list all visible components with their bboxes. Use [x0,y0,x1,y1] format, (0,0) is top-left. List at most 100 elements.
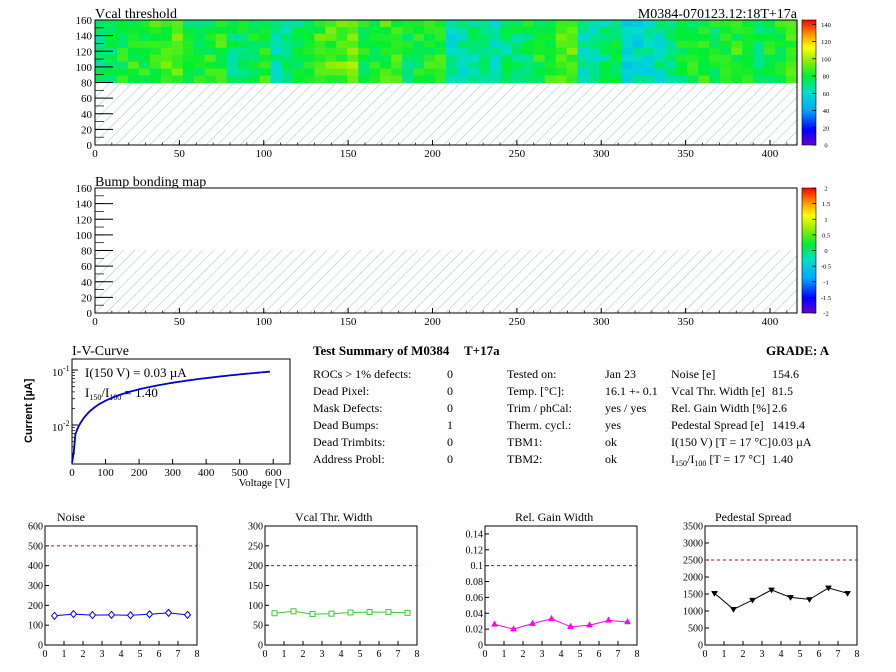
heatmap-cell [511,54,524,63]
heatmap-cell [467,47,480,56]
heatmap-cell [720,75,732,84]
heatmap-cell [566,61,579,70]
x-tick-label: 0 [92,316,98,328]
heatmap-cell [369,61,381,70]
heatmap-cell [753,33,765,42]
summary-label: Tested on: [507,367,556,381]
heatmap-cell [336,75,348,84]
heatmap-cell [314,68,326,77]
summary-label-part: 100 [694,459,706,468]
summary-value: 1.40 [772,452,793,466]
heatmap-cell [698,47,710,56]
x-tick-label: 1 [722,649,727,660]
heatmap-cell [270,47,283,56]
x-tick-label: 150 [340,316,357,328]
heatmap-cell [347,47,359,56]
heatmap-cell [511,61,524,70]
heatmap-cell [435,61,447,70]
heatmap-cell [467,26,480,35]
heatmap-cell [105,40,118,49]
heatmap-cell [665,54,677,63]
heatmap-cell [643,54,656,63]
small-chart-2: Vcal Thr. Width 0 1 2 3 4 5 6 7 8 0 50 100 150 200 250 3… [248,510,420,660]
heatmap-cell [511,26,524,35]
palette-tick-label: -0.5 [821,264,831,271]
heatmap-cell [380,61,392,70]
palette-tick-label: 1.5 [822,201,830,208]
data-point [309,611,316,618]
x-tick-label: 8 [415,649,420,660]
heatmap-cell [446,26,458,35]
summary-value: Jan 23 [605,367,636,381]
data-point [164,608,173,618]
heatmap-cell [599,33,612,42]
heatmap-cell [160,33,173,42]
heatmap-cell [149,54,162,63]
heatmap-cell [489,47,502,56]
y-tick-label: 300 [28,581,43,592]
heatmap-cell [676,54,688,63]
heatmap-cell [467,20,480,28]
heatmap-cell [588,40,601,49]
heatmap-cell [380,40,392,49]
heatmap-cell [391,20,403,28]
heatmap-cell [446,54,458,63]
heatmap-cell [138,68,151,77]
heatmap-cell [446,20,458,28]
vcal-threshold-palette: 0 20 40 60 80 100 120 140 [801,19,831,150]
heatmap-cell [764,47,776,56]
heatmap-cell [358,68,370,77]
heatmap-cell [303,33,315,42]
heatmap-cell [127,20,140,28]
y-tick-label: 100 [76,230,93,242]
heatmap-cell [588,47,601,56]
heatmap-cell [413,61,425,70]
heatmap-cell [687,61,699,70]
heatmap-cell [511,68,524,77]
data-point [825,585,832,592]
heatmap-cell [105,26,118,35]
heatmap-cell [489,20,502,28]
heatmap-cell [489,40,502,49]
small-chart-1: Noise 0 1 2 3 4 5 6 7 8 0 100 200 300 400 500 600 [28,510,200,660]
heatmap-cell [577,75,590,84]
heatmap-cell [336,54,348,63]
heatmap-cell [149,33,162,42]
heatmap-cell [511,20,524,28]
x-tick-label: 6 [597,649,602,660]
palette-tick-label: 80 [823,74,830,81]
heatmap-cell [226,26,239,35]
x-tick-label: 0 [703,649,708,660]
palette-tick-label: -1.5 [821,295,831,302]
y-tick-label: 80 [81,78,93,90]
heatmap-cell [391,47,403,56]
heatmap-cell [95,26,107,35]
heatmap-cell [182,75,195,84]
heatmap-cell [281,40,294,49]
x-tick-label: 1 [282,649,287,660]
heatmap-cell [511,33,524,42]
heatmap-cell [500,75,513,84]
heatmap-cell [632,26,645,35]
iv-title: I-V-Curve [72,344,129,359]
heatmap-cell [95,33,107,42]
heatmap-cell [786,61,798,70]
heatmap-cell [292,68,305,77]
heatmap-cell [402,47,414,56]
y-tick-label: 140 [76,31,93,43]
heatmap-cell [116,20,129,28]
heatmap-cell [478,61,491,70]
heatmap-cell [731,40,743,49]
y-tick-label: 160 [76,15,93,27]
heatmap-cell [500,20,513,28]
heatmap-cell [303,75,315,84]
heatmap-cell [632,20,645,28]
heatmap-cell [522,61,535,70]
heatmap-cell [533,54,546,63]
heatmap-cell [764,61,776,70]
heatmap-cell [478,47,491,56]
heatmap-cell [588,33,601,42]
heatmap-cell [149,20,162,28]
heatmap-cell [215,33,228,42]
heatmap-cell [171,54,184,63]
